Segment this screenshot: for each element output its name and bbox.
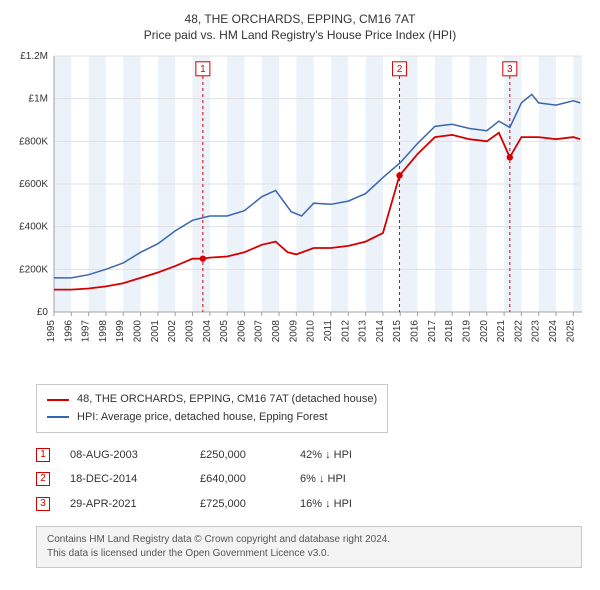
chart-svg: £0 £200K £400K £600K £800K £1M £1.2M 1995 1996 19… [10, 48, 590, 378]
x-tick-label: 1995 [46, 320, 57, 343]
y-tick-label: £800K [19, 136, 48, 147]
x-tick-label: 2025 [565, 320, 576, 343]
footer-line2: This data is licensed under the Open Gov… [47, 547, 571, 561]
event-dot [200, 255, 206, 261]
x-tick-label: 2023 [531, 320, 542, 343]
event-row-marker: 1 [36, 448, 50, 462]
chart-area: £0 £200K £400K £600K £800K £1M £1.2M 1995 1996 19… [10, 48, 590, 378]
x-tick-label: 2004 [202, 320, 213, 343]
event-dot [396, 172, 402, 178]
legend-swatch [47, 399, 69, 401]
event-row: 2 18-DEC-2014 £640,000 6% ↓ HPI [36, 467, 582, 491]
x-tick-label: 2024 [548, 320, 559, 343]
chart-title-line2: Price paid vs. HM Land Registry's House … [10, 28, 590, 42]
x-tick-label: 2022 [513, 320, 524, 343]
event-price: £250,000 [200, 443, 280, 467]
x-tick-label: 2008 [271, 320, 282, 343]
event-price: £640,000 [200, 467, 280, 491]
event-delta: 6% ↓ HPI [300, 467, 346, 491]
legend-label: HPI: Average price, detached house, Eppi… [77, 409, 328, 427]
y-tick-label: £1M [29, 94, 48, 105]
event-price: £725,000 [200, 492, 280, 516]
x-tick-label: 1996 [63, 320, 74, 343]
y-tick-label: £200K [19, 264, 48, 275]
event-date: 29-APR-2021 [70, 492, 180, 516]
chart-title-block: 48, THE ORCHARDS, EPPING, CM16 7AT Price… [10, 12, 590, 42]
x-tick-label: 1998 [98, 320, 109, 343]
y-tick-label: £600K [19, 179, 48, 190]
event-row-marker: 3 [36, 497, 50, 511]
x-tick-label: 2011 [323, 320, 334, 342]
x-tick-label: 2006 [236, 320, 247, 343]
x-tick-label: 2005 [219, 320, 230, 343]
x-tick-label: 2010 [306, 320, 317, 343]
y-tick-label: £0 [37, 307, 49, 318]
legend-swatch [47, 416, 69, 418]
event-row: 3 29-APR-2021 £725,000 16% ↓ HPI [36, 492, 582, 516]
x-tick-label: 2021 [496, 320, 507, 343]
legend-row: 48, THE ORCHARDS, EPPING, CM16 7AT (deta… [47, 391, 377, 409]
event-date: 08-AUG-2003 [70, 443, 180, 467]
x-tick-label: 2007 [254, 320, 265, 343]
event-marker-number: 1 [200, 64, 206, 75]
x-tick-label: 2013 [358, 320, 369, 343]
event-marker-number: 3 [507, 64, 513, 75]
events-table: 1 08-AUG-2003 £250,000 42% ↓ HPI 2 18-DEC-201… [36, 443, 582, 516]
footer-line1: Contains HM Land Registry data © Crown c… [47, 533, 571, 547]
x-tick-label: 2009 [288, 320, 299, 343]
footer-attribution: Contains HM Land Registry data © Crown c… [36, 526, 582, 568]
x-tick-label: 2014 [375, 320, 386, 343]
event-marker-number: 2 [397, 64, 403, 75]
y-tick-label: £1.2M [20, 51, 48, 62]
x-tick-label: 2018 [444, 320, 455, 343]
x-tick-label: 2015 [392, 320, 403, 343]
legend-row: HPI: Average price, detached house, Eppi… [47, 409, 377, 427]
event-row: 1 08-AUG-2003 £250,000 42% ↓ HPI [36, 443, 582, 467]
x-tick-label: 2020 [479, 320, 490, 343]
x-tick-label: 2002 [167, 320, 178, 343]
x-tick-label: 1997 [81, 320, 92, 343]
x-tick-label: 2012 [340, 320, 351, 343]
event-row-marker: 2 [36, 472, 50, 486]
x-tick-label: 2000 [133, 320, 144, 343]
x-tick-label: 2001 [150, 320, 161, 343]
x-tick-label: 2016 [410, 320, 421, 343]
event-delta: 16% ↓ HPI [300, 492, 352, 516]
event-date: 18-DEC-2014 [70, 467, 180, 491]
event-delta: 42% ↓ HPI [300, 443, 352, 467]
event-dot [507, 154, 513, 160]
x-tick-label: 2003 [184, 320, 195, 343]
x-tick-label: 2017 [427, 320, 438, 343]
x-tick-label: 1999 [115, 320, 126, 343]
y-tick-label: £400K [19, 222, 48, 233]
legend-box: 48, THE ORCHARDS, EPPING, CM16 7AT (deta… [36, 384, 388, 433]
legend-label: 48, THE ORCHARDS, EPPING, CM16 7AT (deta… [77, 391, 377, 409]
chart-title-line1: 48, THE ORCHARDS, EPPING, CM16 7AT [10, 12, 590, 26]
x-tick-label: 2019 [461, 320, 472, 343]
